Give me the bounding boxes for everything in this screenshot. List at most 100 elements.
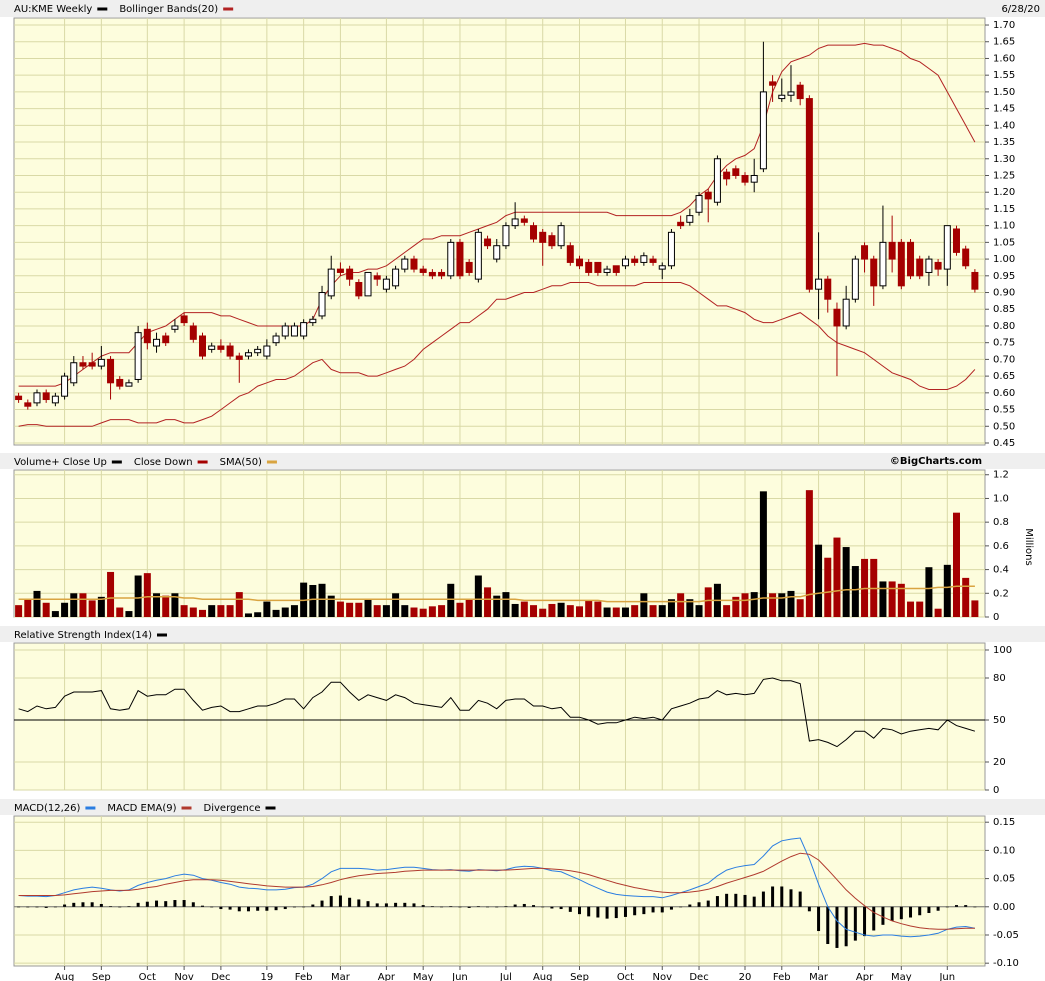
volume-bar [851, 566, 859, 617]
divergence-bar [283, 906, 287, 910]
x-tick-label: Sep [92, 972, 111, 981]
divergence-bar [927, 906, 931, 913]
candle-body [217, 345, 225, 350]
divergence-bar [835, 906, 839, 948]
candle-body [171, 325, 179, 330]
divergence-bar [127, 906, 131, 907]
candle-body [79, 362, 87, 367]
volume-bar [327, 595, 335, 617]
divergence-bar [964, 905, 968, 907]
divergence-bar [265, 906, 269, 911]
divergence-bar [164, 901, 168, 907]
divergence-bar [145, 901, 149, 907]
legend-label: AU:KME Weekly [14, 4, 92, 15]
legend-label: SMA(50) [220, 457, 262, 468]
x-tick-label: Dec [689, 972, 708, 981]
y-tick-label: 100 [993, 645, 1012, 656]
volume-bar [79, 593, 87, 617]
x-tick-label: Dec [211, 972, 230, 981]
candle-body [61, 375, 69, 397]
x-tick-label: Oct [139, 972, 156, 981]
volume-bar [410, 607, 418, 617]
divergence-bar [292, 906, 296, 908]
y-tick-label: 0.10 [993, 845, 1015, 856]
candle-body [134, 332, 142, 380]
divergence-bar [302, 906, 306, 908]
volume-bar [226, 605, 234, 617]
candle-body [474, 231, 482, 280]
y-tick-label: 1.10 [993, 221, 1015, 232]
x-tick-label: Apr [378, 972, 396, 981]
volume-bar [281, 607, 289, 617]
volume-bar [916, 601, 924, 617]
candle-body [88, 362, 96, 367]
volume-bar [97, 596, 105, 617]
volume-bar [180, 605, 188, 617]
candle-body [502, 225, 510, 247]
candle-body [125, 382, 133, 387]
divergence-bar [587, 906, 591, 917]
legend-label: Volume+ Close Up [14, 457, 107, 468]
divergence-bar [826, 906, 830, 945]
candle-body [272, 335, 280, 344]
divergence-bar [752, 896, 756, 907]
y-tick-label: 1.25 [993, 170, 1015, 181]
volume-bar [548, 603, 556, 617]
y-tick-label: 1.00 [993, 254, 1015, 265]
candle-body [833, 308, 841, 327]
candle-body [309, 318, 317, 324]
candle-body [603, 268, 611, 273]
divergence-bar [633, 906, 637, 916]
divergence-bar [669, 906, 673, 910]
volume-bar [61, 602, 69, 617]
y-tick-label: -0.10 [993, 958, 1019, 969]
y-axis-title: Millions [1023, 528, 1034, 565]
candle-body [355, 281, 363, 297]
candle-body [346, 268, 354, 280]
volume-bar [474, 575, 482, 617]
divergence-bar [90, 902, 94, 907]
volume-bar [24, 599, 32, 617]
volume-bar [336, 601, 344, 617]
divergence-bar [440, 906, 444, 908]
candle-body [263, 345, 271, 357]
divergence-bar [954, 905, 958, 907]
divergence-bar [228, 906, 232, 910]
candle-body [520, 218, 528, 223]
y-tick-label: 0.55 [993, 405, 1015, 416]
divergence-bar [697, 902, 701, 907]
candle-body [465, 261, 473, 273]
candle-body [51, 395, 59, 404]
divergence-bar [394, 902, 398, 907]
y-tick-label: 1.0 [993, 493, 1009, 504]
candle-body [24, 402, 32, 407]
header-bar [0, 626, 1045, 642]
volume-bar [419, 608, 427, 617]
divergence-bar [155, 900, 159, 907]
volume-bar [428, 606, 436, 617]
divergence-bar [26, 906, 30, 908]
volume-bar [346, 602, 354, 617]
volume-bar [621, 607, 629, 617]
y-tick-label: 1.40 [993, 120, 1015, 131]
candle-body [897, 241, 905, 287]
candle-body [594, 261, 602, 273]
candle-body [585, 261, 593, 273]
divergence-bar [623, 906, 627, 917]
y-tick-label: 0.60 [993, 388, 1015, 399]
candle-body [778, 94, 786, 100]
candle-body [640, 255, 648, 263]
volume-bar [695, 605, 703, 617]
volume-bar [612, 607, 620, 617]
candle-body [962, 248, 970, 267]
candle-body [290, 325, 298, 337]
legend-label: Divergence [204, 803, 261, 814]
y-tick-label: 0.8 [993, 517, 1009, 528]
divergence-bar [651, 906, 655, 913]
volume-bar [198, 609, 206, 617]
divergence-bar [715, 896, 719, 907]
volume-bar [465, 599, 473, 617]
x-tick-label: Feb [295, 972, 313, 981]
candle-body [695, 195, 703, 213]
